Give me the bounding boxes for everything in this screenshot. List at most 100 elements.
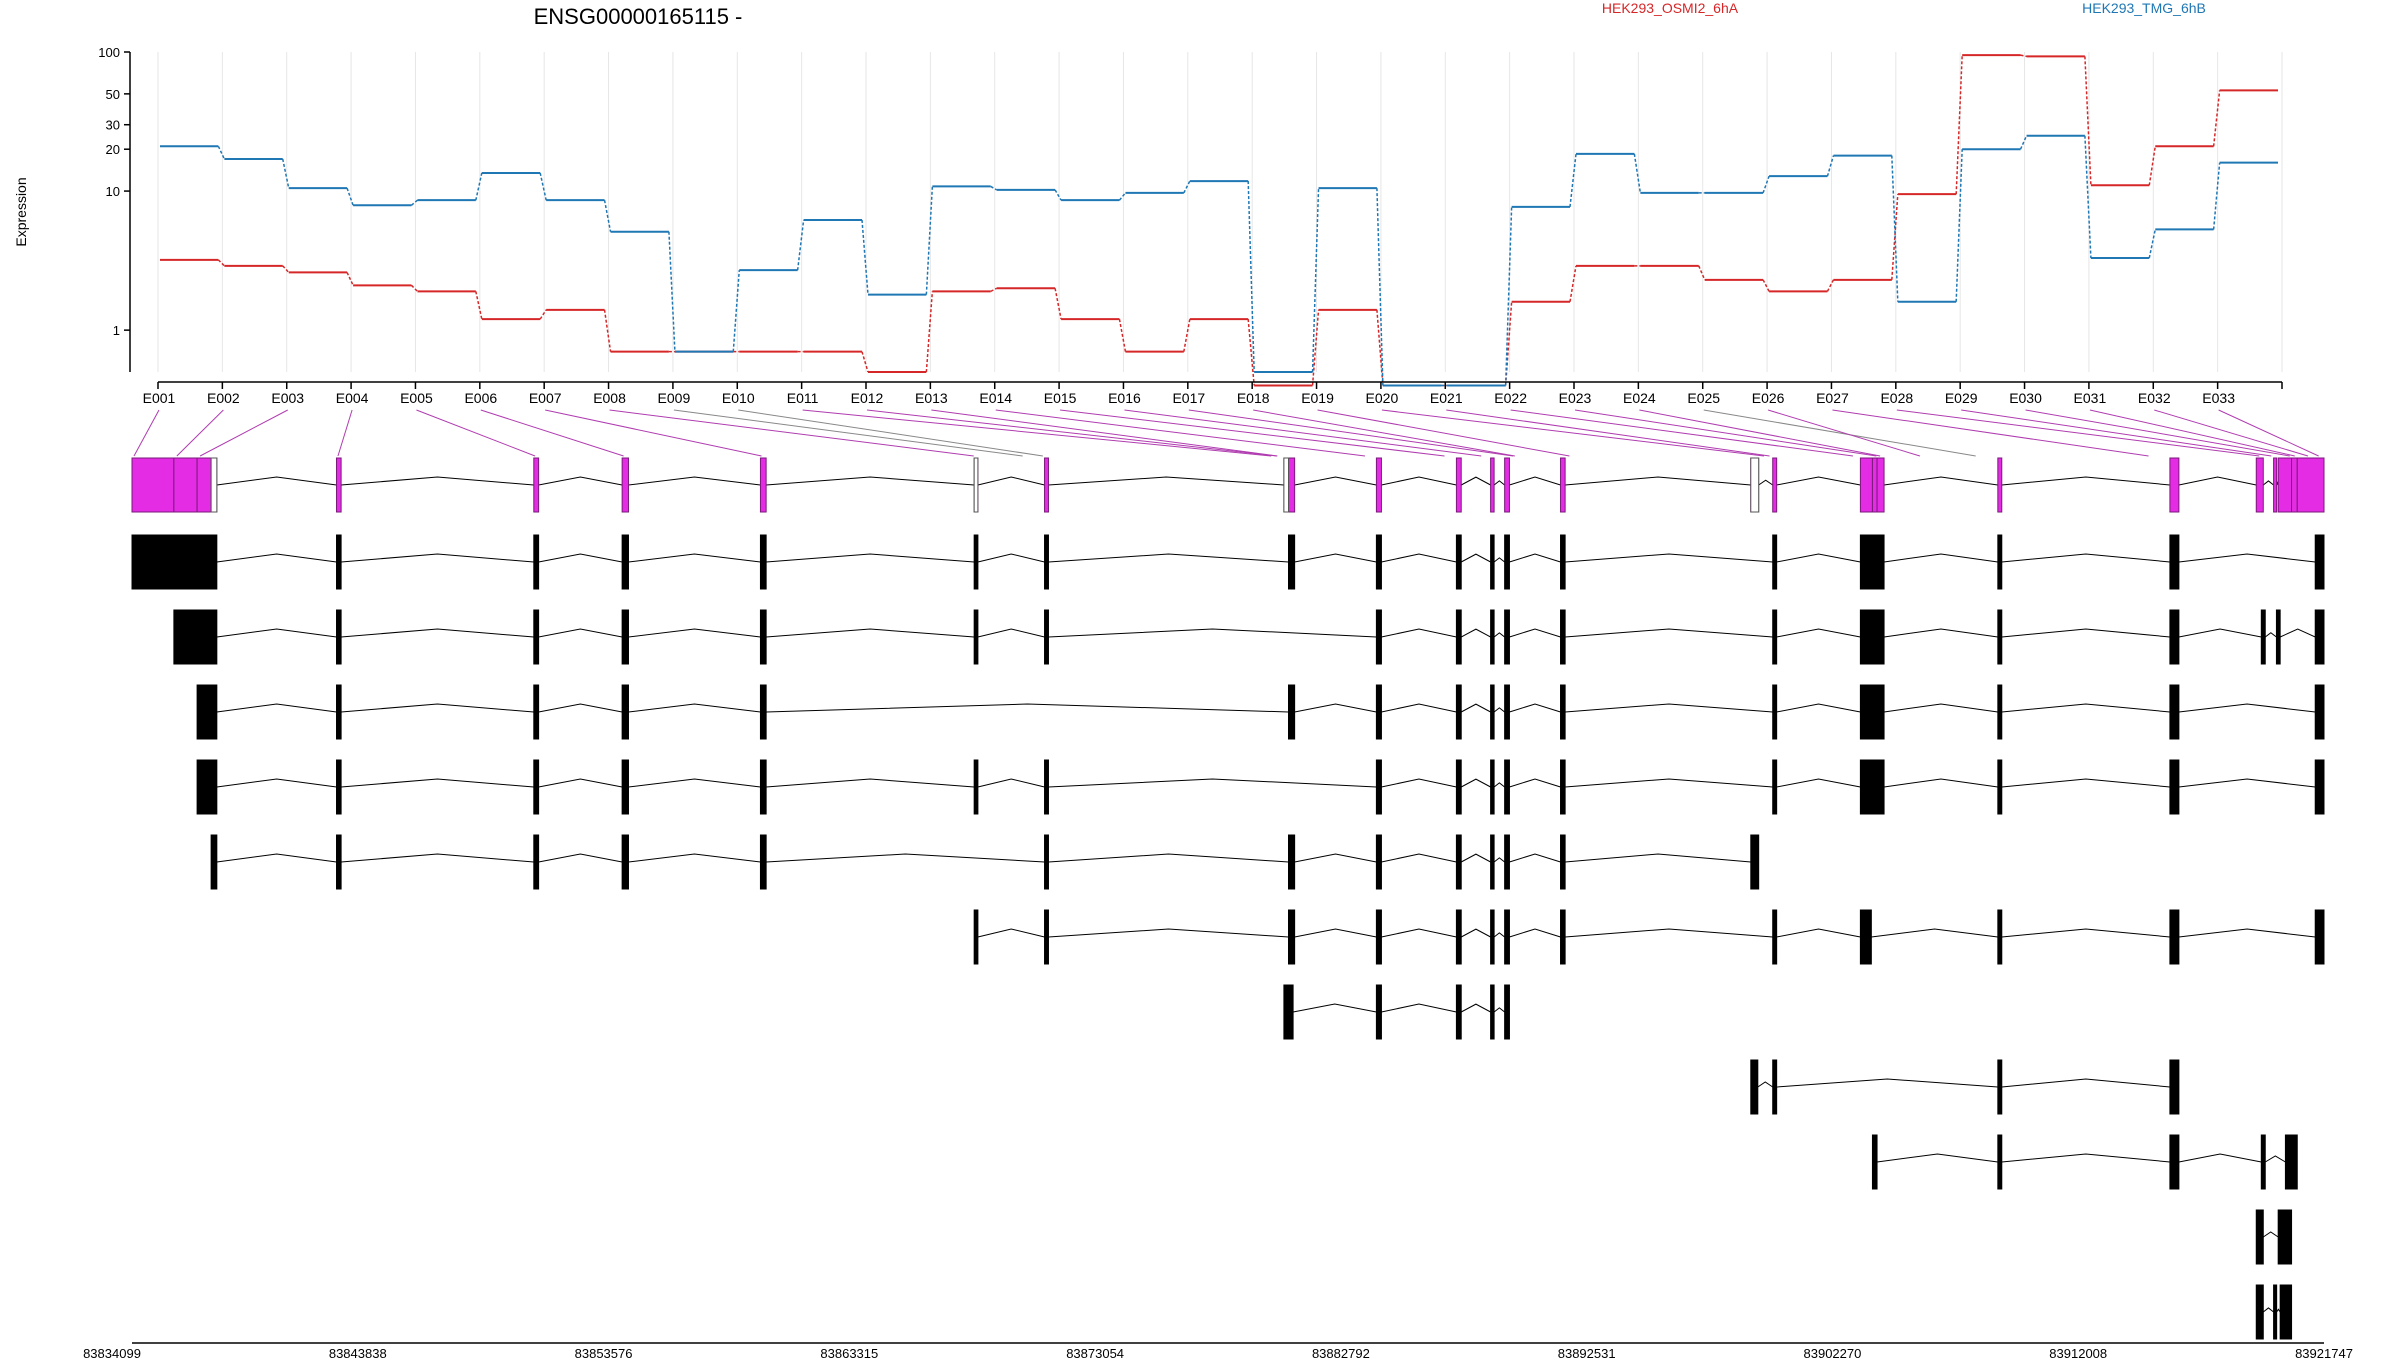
intron-line	[2001, 628, 2170, 638]
intron-line	[1493, 707, 1505, 713]
coordinate-tick-label: 83892531	[1558, 1346, 1616, 1360]
exon-block	[1504, 684, 1510, 740]
exon-connector	[1317, 409, 1570, 457]
exon-block	[973, 534, 979, 590]
exon-label: E009	[658, 390, 691, 406]
exon-block	[2169, 684, 2180, 740]
exon-connector	[866, 409, 1277, 457]
exon-block	[1287, 684, 1296, 740]
chart-title: ENSG00000165115 -	[534, 4, 743, 29]
exon-block	[336, 609, 342, 665]
intron-line	[1565, 553, 1773, 563]
intron-line	[538, 853, 623, 863]
intron-line	[1381, 628, 1457, 638]
transcript-track	[131, 534, 2325, 590]
intron-line	[2178, 476, 2257, 486]
intron-line	[2178, 1153, 2262, 1163]
intron-line	[1565, 853, 1751, 863]
exon-label: E029	[1945, 390, 1978, 406]
transcript-track	[2255, 1284, 2293, 1340]
grid-lines	[157, 52, 2283, 372]
exon-connector	[1510, 409, 1854, 457]
series-connector	[475, 172, 483, 201]
intron-line	[1509, 928, 1561, 938]
intron-line	[1876, 1153, 1998, 1163]
exon-connector	[1961, 409, 2272, 457]
series-connector	[1955, 149, 1963, 302]
exon-block	[1044, 534, 1049, 590]
exon-block	[1375, 909, 1382, 965]
series-connector	[346, 187, 354, 206]
intron-line	[2178, 703, 2316, 713]
intron-line	[1509, 476, 1561, 486]
intron-line	[1460, 703, 1491, 713]
series-connector	[2084, 56, 2092, 186]
intron-line	[1294, 476, 1377, 486]
exon-block	[1859, 909, 1872, 965]
exon-block	[2169, 534, 2180, 590]
intron-line	[1776, 1078, 1998, 1088]
exon-block	[533, 684, 540, 740]
intron-line	[1381, 553, 1457, 563]
exon-block	[1455, 834, 1462, 890]
intron-line	[1776, 476, 1861, 486]
intron-line	[341, 476, 534, 486]
genomic-coordinate-axis: 83834099 83843838 83853576 83863315 83873054…	[83, 1342, 2353, 1361]
series-connector	[539, 309, 547, 320]
intron-line	[1565, 778, 1773, 788]
exon-connector	[2025, 409, 2290, 457]
series-connector	[1311, 188, 1320, 373]
intron-line	[628, 703, 761, 713]
coordinate-tick-label: 83921747	[2295, 1346, 2353, 1360]
exon-block	[1560, 834, 1566, 890]
exon-block	[621, 759, 629, 815]
transcript-track	[2255, 1209, 2293, 1265]
intron-line	[1294, 853, 1377, 863]
intron-line	[216, 628, 337, 638]
intron-line	[2001, 703, 2170, 713]
exon-block	[2169, 759, 2180, 815]
exon-block	[1772, 534, 1778, 590]
series-connector	[2019, 135, 2028, 150]
intron-line	[2279, 628, 2316, 638]
exon-connector	[2154, 409, 2309, 457]
exon-label: E032	[2138, 390, 2171, 406]
intron-line	[1758, 479, 1773, 486]
exon-connector	[931, 409, 1278, 457]
exon-block	[2296, 457, 2325, 513]
intron-line	[1048, 628, 1377, 638]
exon-block	[1375, 684, 1382, 740]
exon-block	[1044, 834, 1049, 890]
exon-label: E011	[787, 390, 819, 406]
y-tick-label: 50	[106, 87, 120, 102]
exon-block	[2314, 909, 2325, 965]
intron-line	[1048, 778, 1377, 788]
exon-label: E030	[2009, 390, 2042, 406]
exon-connector	[995, 409, 1366, 457]
exon-block	[1504, 609, 1510, 665]
exon-label: E003	[271, 390, 304, 406]
intron-line	[1883, 476, 1998, 486]
series-connector	[925, 291, 934, 373]
series-connector	[603, 200, 612, 232]
exon-block	[210, 834, 218, 890]
series-connector	[1826, 155, 1835, 177]
y-tick-label: 1	[113, 323, 120, 338]
intron-line	[1493, 932, 1505, 938]
exon-label: E020	[1366, 390, 1399, 406]
exon-block	[533, 834, 540, 890]
intron-line	[2001, 476, 2170, 486]
intron-line	[1509, 703, 1561, 713]
intron-line	[538, 778, 623, 788]
intron-line	[1883, 703, 1998, 713]
intron-line	[2001, 778, 2170, 788]
exon-block	[759, 534, 767, 590]
exon-block	[1504, 984, 1510, 1040]
exon-block	[1997, 909, 2003, 965]
exon-block	[1044, 457, 1049, 513]
exon-block	[759, 457, 767, 513]
exon-block	[1560, 759, 1566, 815]
intron-line	[1509, 853, 1561, 863]
exon-label: E007	[529, 390, 562, 406]
exon-connector	[133, 409, 160, 457]
